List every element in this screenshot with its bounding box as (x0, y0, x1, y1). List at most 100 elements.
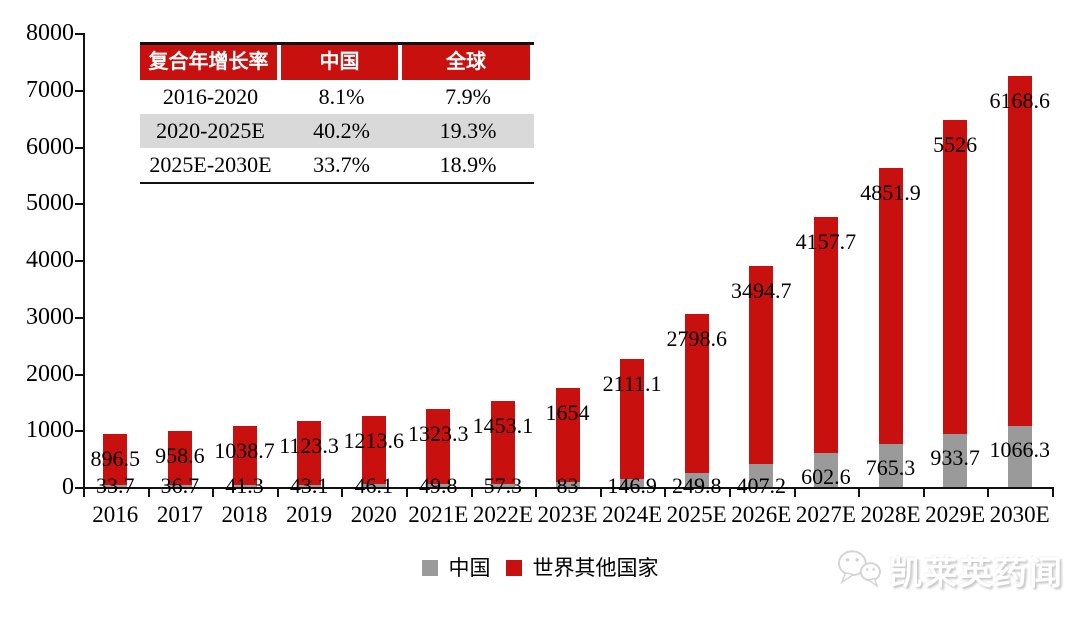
x-axis-tick (858, 489, 861, 497)
value-label-rest-of-world: 1213.6 (343, 427, 404, 453)
legend-label-0: 中国 (448, 556, 491, 580)
bar-china (878, 443, 903, 487)
cagr-global-value: 18.9% (439, 152, 497, 177)
x-axis-category-label: 2021E (408, 502, 469, 527)
value-label-rest-of-world: 1453.1 (472, 413, 534, 439)
value-label-rest-of-world: 1038.7 (214, 437, 275, 463)
y-axis-tick (75, 146, 83, 149)
cagr-global-value: 7.9% (445, 84, 491, 109)
watermark-text: 凯莱英药闻 (889, 556, 1064, 592)
value-label-china: 57.3 (483, 473, 523, 498)
bar-rest-of-world (103, 434, 128, 486)
value-label-china: 407.2 (736, 473, 787, 498)
bar-rest-of-world (620, 358, 645, 479)
y-axis-tick-label: 8000 (26, 20, 74, 46)
value-label-china: 43.1 (289, 473, 329, 498)
bar-china (232, 484, 257, 487)
x-axis-tick (470, 489, 473, 497)
bar-rest-of-world (555, 388, 580, 483)
bar-china (943, 434, 968, 487)
cagr-row-2016-2020: 2016-2020 8.1% 7.9% (140, 80, 534, 114)
legend-swatch-1 (505, 560, 522, 576)
value-label-china: 46.1 (354, 473, 393, 498)
bar-china (620, 478, 645, 487)
cagr-china-value: 33.7% (313, 152, 370, 177)
bar-rest-of-world (749, 265, 774, 464)
bar-china (749, 463, 774, 487)
x-axis-tick (1052, 489, 1054, 497)
x-axis-category-label: 2023E (537, 502, 598, 527)
bar-rest-of-world (490, 401, 515, 484)
cagr-period: 2016-2020 (162, 84, 259, 109)
value-label-rest-of-world: 6168.6 (989, 88, 1050, 114)
x-axis-category-label: 2022E (472, 502, 533, 527)
y-axis-tick-label: 2000 (26, 360, 74, 387)
value-label-china: 602.6 (801, 463, 851, 489)
cagr-header-metric: 复合年增长率 (140, 45, 277, 80)
cagr-china-value: 8.1% (318, 84, 365, 109)
y-axis-tick (75, 89, 83, 92)
y-axis-tick (75, 373, 83, 376)
value-label-china: 765.3 (865, 454, 916, 480)
value-label-rest-of-world: 896.5 (90, 446, 141, 472)
value-label-china: 49.8 (419, 473, 458, 498)
wechat-icon (835, 547, 883, 594)
cagr-china-value: 40.2% (313, 118, 370, 143)
bar-rest-of-world (426, 409, 451, 485)
y-axis-line (83, 33, 85, 487)
bar-china (426, 484, 451, 487)
bar-rest-of-world (813, 216, 838, 453)
x-axis-category-label: 2018 (221, 502, 268, 527)
cagr-period: 2020-2025E (156, 118, 265, 143)
chart-legend: 中国 世界其他国家 (0, 557, 1080, 579)
chart-area: 0 1000 2000 3000 4000 5000 6000 7000 8000 896.5 33… (26, 20, 1054, 527)
cagr-row-2025-2030: 2025E-2030E 33.7% 18.9% (140, 148, 534, 182)
value-label-china: 1066.3 (989, 437, 1050, 463)
y-axis-tick-label: 4000 (26, 247, 74, 273)
value-label-rest-of-world: 1323.3 (408, 421, 469, 447)
x-axis-tick (406, 489, 408, 497)
bar-rest-of-world (1007, 76, 1032, 427)
cagr-row-2020-2025: 2020-2025E 40.2% 19.3% (140, 114, 534, 148)
bar-china (167, 484, 192, 487)
x-axis-tick (793, 489, 796, 497)
bar-rest-of-world (878, 168, 903, 444)
x-axis-category-label: 2025E (666, 502, 727, 527)
cagr-period: 2025E-2030E (149, 152, 272, 177)
bar-china (1007, 426, 1032, 487)
bar-rest-of-world (361, 415, 386, 485)
bar-rest-of-world (684, 314, 709, 473)
y-axis-tick (75, 487, 83, 489)
x-axis-line (83, 487, 1054, 489)
x-axis-tick (212, 489, 215, 497)
y-axis-tick (75, 203, 83, 206)
value-label-rest-of-world: 3494.7 (731, 277, 792, 303)
x-axis-tick (987, 489, 990, 497)
x-axis-tick (729, 489, 731, 497)
bar-china (684, 472, 709, 487)
value-label-china: 33.7 (96, 473, 135, 498)
bar-rest-of-world (297, 420, 322, 485)
bar-rest-of-world (943, 120, 968, 434)
x-axis-tick (599, 489, 602, 497)
y-axis-tick-label: 6000 (26, 133, 74, 160)
watermark: 凯莱英药闻 (835, 546, 1064, 594)
y-axis-tick (75, 430, 83, 433)
x-axis-tick (276, 489, 279, 497)
value-label-rest-of-world: 2798.6 (666, 326, 727, 351)
x-axis-category-label: 2019 (286, 502, 333, 527)
y-axis-tick-label: 7000 (26, 76, 74, 103)
cagr-global-value: 19.3% (439, 118, 497, 143)
x-axis-tick (535, 489, 538, 497)
value-label-china: 933.7 (930, 445, 980, 470)
bar-rest-of-world (232, 425, 257, 485)
x-axis-tick (664, 489, 667, 497)
legend-swatch-0 (421, 560, 438, 576)
cagr-table: 复合年增长率 中国 全球 2016-2020 8.1% 7.9% 2020-20… (140, 42, 534, 184)
bar-china (361, 484, 386, 487)
bar-china (555, 482, 580, 487)
x-axis-category-label: 2020 (350, 502, 397, 527)
x-axis-category-label: 2027E (795, 502, 856, 527)
cagr-header-china: 中国 (281, 45, 398, 80)
